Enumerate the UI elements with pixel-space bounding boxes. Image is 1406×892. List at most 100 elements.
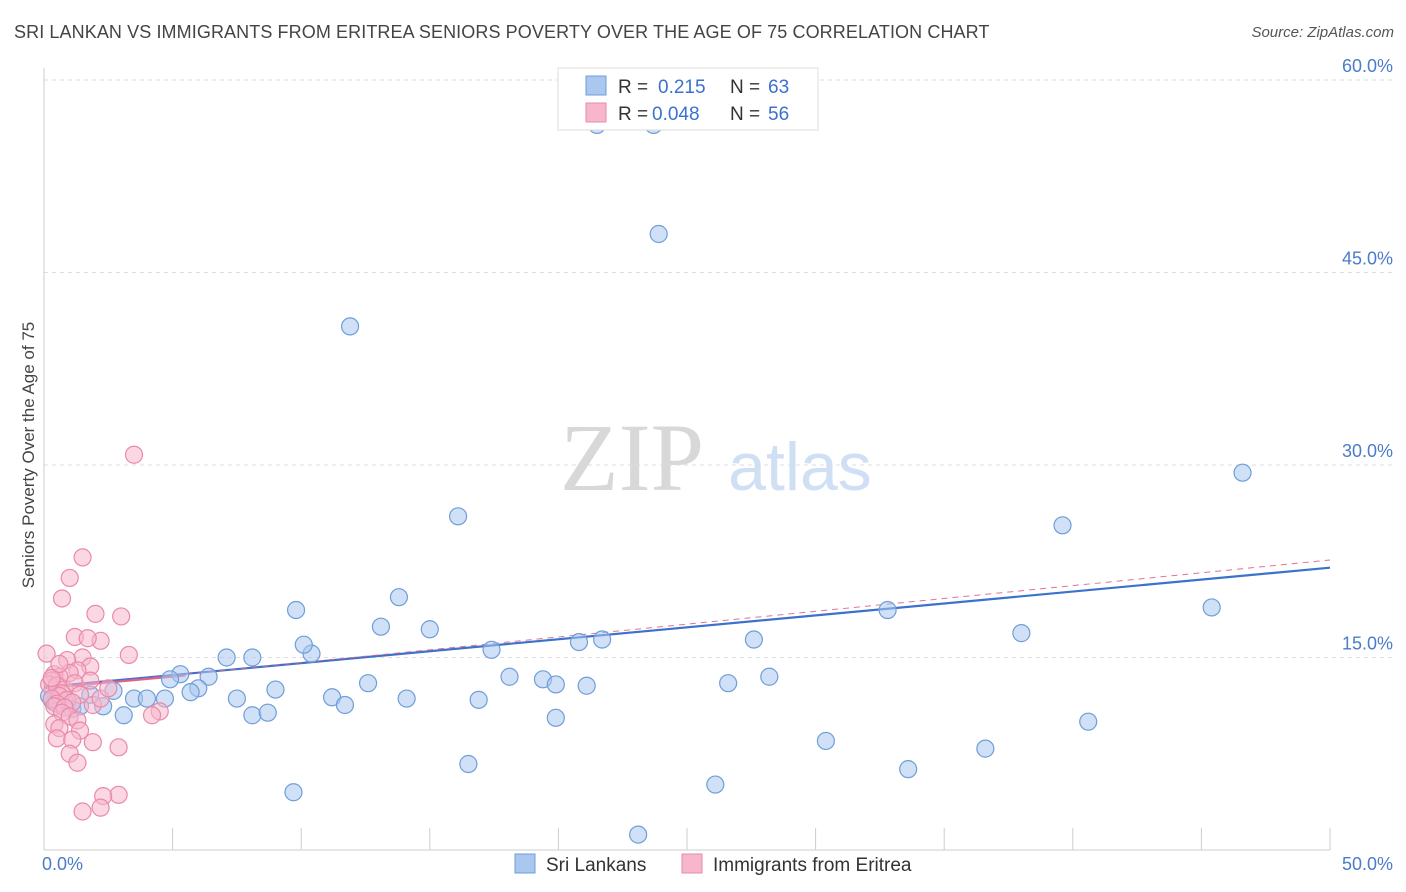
point-sri-lankans <box>286 600 306 620</box>
trend-line-eritrea <box>43 559 1331 689</box>
point-eritrea <box>119 645 138 665</box>
point-eritrea <box>81 671 100 690</box>
point-eritrea <box>73 802 92 821</box>
point-eritrea <box>68 753 87 772</box>
point-sri-lankans <box>340 317 360 336</box>
point-sri-lankans <box>181 683 200 702</box>
point-eritrea <box>142 706 162 725</box>
point-eritrea <box>47 729 66 748</box>
stats-legend-swatch-pink <box>585 102 607 123</box>
source-credit: Source: ZipAtlas.com <box>1251 24 1394 41</box>
point-eritrea <box>99 679 118 698</box>
point-eritrea <box>73 548 92 567</box>
y-tick-label: 30.0% <box>1342 441 1393 461</box>
point-sri-lankans <box>266 680 285 699</box>
point-eritrea <box>83 733 102 752</box>
trend-lines <box>43 559 1331 690</box>
point-eritrea <box>50 654 69 674</box>
point-sri-lankans <box>878 600 897 620</box>
point-sri-lankans <box>371 617 391 636</box>
watermark-atlas: atlas <box>728 429 872 505</box>
axes <box>43 68 1331 851</box>
data-points <box>37 115 1252 844</box>
point-sri-lankans <box>629 825 648 844</box>
point-sri-lankans <box>569 632 589 652</box>
point-sri-lankans <box>744 630 763 649</box>
x-tick-label: 0.0% <box>42 854 83 874</box>
y-tick-label: 45.0% <box>1342 249 1393 269</box>
point-sri-lankans <box>500 667 519 686</box>
point-sri-lankans <box>258 703 277 722</box>
point-sri-lankans <box>227 689 246 708</box>
stats-n-value-pink: 56 <box>768 104 789 125</box>
point-sri-lankans <box>816 731 835 751</box>
point-sri-lankans <box>546 675 565 694</box>
point-eritrea <box>42 668 61 688</box>
stats-r-label-pink: R = <box>618 104 648 125</box>
y-tick-label: 15.0% <box>1342 634 1393 654</box>
stats-r-label-blue: R = <box>618 77 648 98</box>
point-eritrea <box>124 445 144 464</box>
y-tick-label: 60.0% <box>1342 56 1393 76</box>
point-sri-lankans <box>389 588 409 607</box>
point-sri-lankans <box>469 690 488 709</box>
legend-swatch-sri-lankans <box>514 853 536 874</box>
point-sri-lankans <box>243 648 262 667</box>
stats-n-label-pink: N = <box>730 104 760 125</box>
point-sri-lankans <box>719 674 738 693</box>
legend-label-sri-lankans: Sri Lankans <box>546 855 646 876</box>
stats-r-value-blue: 0.215 <box>658 77 706 98</box>
gridlines <box>44 79 1395 658</box>
point-sri-lankans <box>1012 624 1031 643</box>
point-sri-lankans <box>593 630 612 649</box>
point-sri-lankans <box>397 689 416 708</box>
tick-labels: 15.0% 30.0% 45.0% 60.0% 0.0% 50.0% <box>42 56 1393 874</box>
stats-r-value-pink: 0.048 <box>652 104 700 125</box>
point-sri-lankans <box>649 224 668 244</box>
stats-legend-swatch-blue <box>585 75 607 96</box>
point-sri-lankans <box>284 783 303 802</box>
point-sri-lankans <box>114 706 133 725</box>
x-tick-label: 50.0% <box>1342 854 1393 874</box>
point-eritrea <box>60 568 79 588</box>
point-sri-lankans <box>199 667 218 686</box>
point-sri-lankans <box>760 667 779 686</box>
legend-swatch-eritrea <box>681 853 703 874</box>
point-sri-lankans <box>1202 598 1221 617</box>
point-sri-lankans <box>160 670 180 689</box>
point-sri-lankans <box>358 674 378 693</box>
point-sri-lankans <box>1079 712 1098 731</box>
stats-n-label-blue: N = <box>730 77 760 98</box>
legend-label-eritrea: Immigrants from Eritrea <box>713 855 912 876</box>
point-sri-lankans <box>243 706 262 725</box>
point-sri-lankans <box>976 739 995 758</box>
point-eritrea <box>109 785 128 804</box>
point-sri-lankans <box>706 775 725 794</box>
point-sri-lankans <box>899 760 918 779</box>
point-sri-lankans <box>335 695 355 715</box>
point-sri-lankans <box>420 620 439 639</box>
point-sri-lankans <box>577 676 596 695</box>
point-eritrea <box>86 604 105 623</box>
point-sri-lankans <box>1053 516 1072 535</box>
point-eritrea <box>78 629 97 648</box>
chart-title: SRI LANKAN VS IMMIGRANTS FROM ERITREA SE… <box>14 22 990 42</box>
series-legend: Sri Lankans Immigrants from Eritrea <box>514 853 912 876</box>
point-eritrea <box>91 798 110 817</box>
point-sri-lankans <box>294 635 313 654</box>
point-eritrea <box>109 738 128 757</box>
stats-legend: R = 0.215 N = 63 R = 0.048 N = 56 <box>557 67 819 131</box>
point-eritrea <box>37 644 56 663</box>
point-sri-lankans <box>217 648 236 667</box>
point-eritrea <box>52 589 72 608</box>
point-eritrea <box>112 607 131 626</box>
trend-line-sri-lankans <box>43 566 1331 689</box>
point-sri-lankans <box>482 640 501 659</box>
stats-n-value-blue: 63 <box>768 77 789 98</box>
y-axis-label: Seniors Poverty Over the Age of 75 <box>19 322 38 588</box>
point-sri-lankans <box>137 689 156 708</box>
watermark-zip: ZIP <box>560 404 704 511</box>
point-sri-lankans <box>1233 463 1252 482</box>
point-sri-lankans <box>459 754 478 774</box>
